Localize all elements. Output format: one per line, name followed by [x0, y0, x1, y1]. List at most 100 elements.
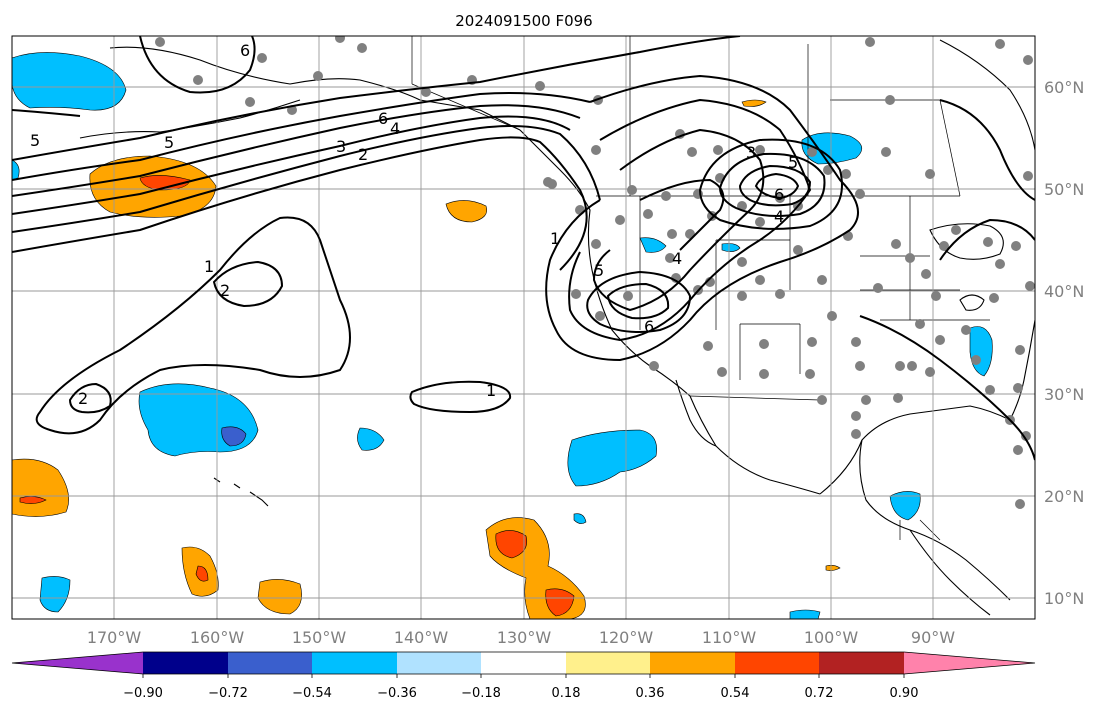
contour-line [639, 178, 725, 251]
contours [12, 36, 1035, 461]
colorbar-tick-label: 0.90 [890, 686, 919, 701]
station-dot [627, 185, 637, 195]
lat-label: 20°N [1044, 487, 1084, 506]
colorbar-extend-max [904, 652, 1035, 674]
negative-region [567, 429, 657, 487]
station-dot [571, 289, 581, 299]
contour-line [718, 152, 826, 217]
colorbar-segment [566, 652, 650, 674]
station-dot [1011, 241, 1021, 251]
station-dot [865, 37, 875, 47]
colorbar-segment [735, 652, 819, 674]
station-dot [1023, 171, 1033, 181]
contour-label: 5 [30, 131, 40, 150]
contour-label: 5 [594, 261, 604, 280]
lat-label: 40°N [1044, 282, 1084, 301]
station-dot [935, 335, 945, 345]
colorbar-tick-label: −0.72 [208, 686, 248, 701]
colorbar-segment [397, 652, 481, 674]
contour-line [738, 164, 812, 207]
graticule [12, 36, 1035, 619]
contour-label: 2 [220, 281, 230, 300]
station-dot [851, 337, 861, 347]
station-dot [855, 189, 865, 199]
station-dot [995, 259, 1005, 269]
station-dot [543, 177, 553, 187]
colorbar-tick-label: −0.36 [377, 686, 417, 701]
lon-label: 170°W [87, 628, 142, 647]
colorbar-segment [650, 652, 735, 674]
station-dot [535, 81, 545, 91]
station-dot [737, 291, 747, 301]
station-dot [1013, 445, 1023, 455]
station-dot [921, 269, 931, 279]
station-dot [193, 75, 203, 85]
colorbar-segment [143, 652, 228, 674]
contour-line [545, 74, 859, 362]
station-dot [861, 395, 871, 405]
station-dot [667, 229, 677, 239]
station-dot [1025, 281, 1035, 291]
station-dot [313, 71, 323, 81]
station-dot [755, 275, 765, 285]
contour-line [12, 136, 588, 271]
station-dot [805, 369, 815, 379]
colorbar-tick-label: 0.36 [636, 686, 665, 701]
contour-label: 6 [378, 109, 388, 128]
station-dot [895, 361, 905, 371]
contour-label: 3 [336, 137, 346, 156]
contour-label: 2 [78, 389, 88, 408]
contour-label: 3 [746, 143, 756, 162]
map-title: 2024091500 F096 [455, 12, 592, 30]
colorbar-segment [312, 652, 397, 674]
station-dot [931, 291, 941, 301]
colorbar-extend-min [12, 652, 143, 674]
negative-region [801, 132, 863, 165]
negative-region [721, 243, 741, 252]
station-dot [713, 145, 723, 155]
station-dot [793, 245, 803, 255]
positive-region-strong [545, 588, 575, 617]
station-dot [807, 337, 817, 347]
station-dot [1013, 383, 1023, 393]
station-dot [591, 239, 601, 249]
contour-label: 6 [774, 185, 784, 204]
contour-line [12, 36, 741, 161]
lon-label: 160°W [190, 628, 245, 647]
station-dot [851, 429, 861, 439]
station-dot [881, 147, 891, 157]
station-dot [885, 95, 895, 105]
contour-label: 4 [390, 119, 400, 138]
map-panel: 5 5 3 2 6 4 6 1 2 2 1 1 5 6 4 3 5 6 4 [12, 36, 1035, 619]
station-dot [737, 257, 747, 267]
station-dot [643, 209, 653, 219]
colorbar-tick-label: 0.18 [552, 686, 581, 701]
contour-labels: 5 5 3 2 6 4 6 1 2 2 1 1 5 6 4 3 5 6 4 [30, 41, 798, 408]
contour-line [212, 260, 284, 308]
map-border [11, 35, 1036, 620]
positive-region-strong [495, 530, 527, 559]
lon-label: 140°W [394, 628, 449, 647]
contour-label: 4 [672, 249, 682, 268]
station-dot [915, 319, 925, 329]
colorbar-segment [228, 652, 312, 674]
contour-label: 6 [240, 41, 250, 60]
contour-line [12, 125, 601, 233]
station-dot [615, 215, 625, 225]
lat-label: 60°N [1044, 78, 1084, 97]
station-dot [989, 293, 999, 303]
contour-line [12, 104, 581, 197]
contour-label: 1 [204, 257, 214, 276]
contour-line [409, 380, 512, 414]
positive-region-strong [195, 565, 209, 582]
shaded-anomalies [12, 52, 993, 619]
station-dot [775, 289, 785, 299]
station-dot [687, 147, 697, 157]
contour-label: 4 [774, 207, 784, 226]
contour-line [698, 138, 843, 230]
station-dot [961, 325, 971, 335]
station-dot [707, 211, 717, 221]
station-dot [717, 367, 727, 377]
lon-label: 90°W [911, 628, 955, 647]
station-dot [155, 37, 165, 47]
